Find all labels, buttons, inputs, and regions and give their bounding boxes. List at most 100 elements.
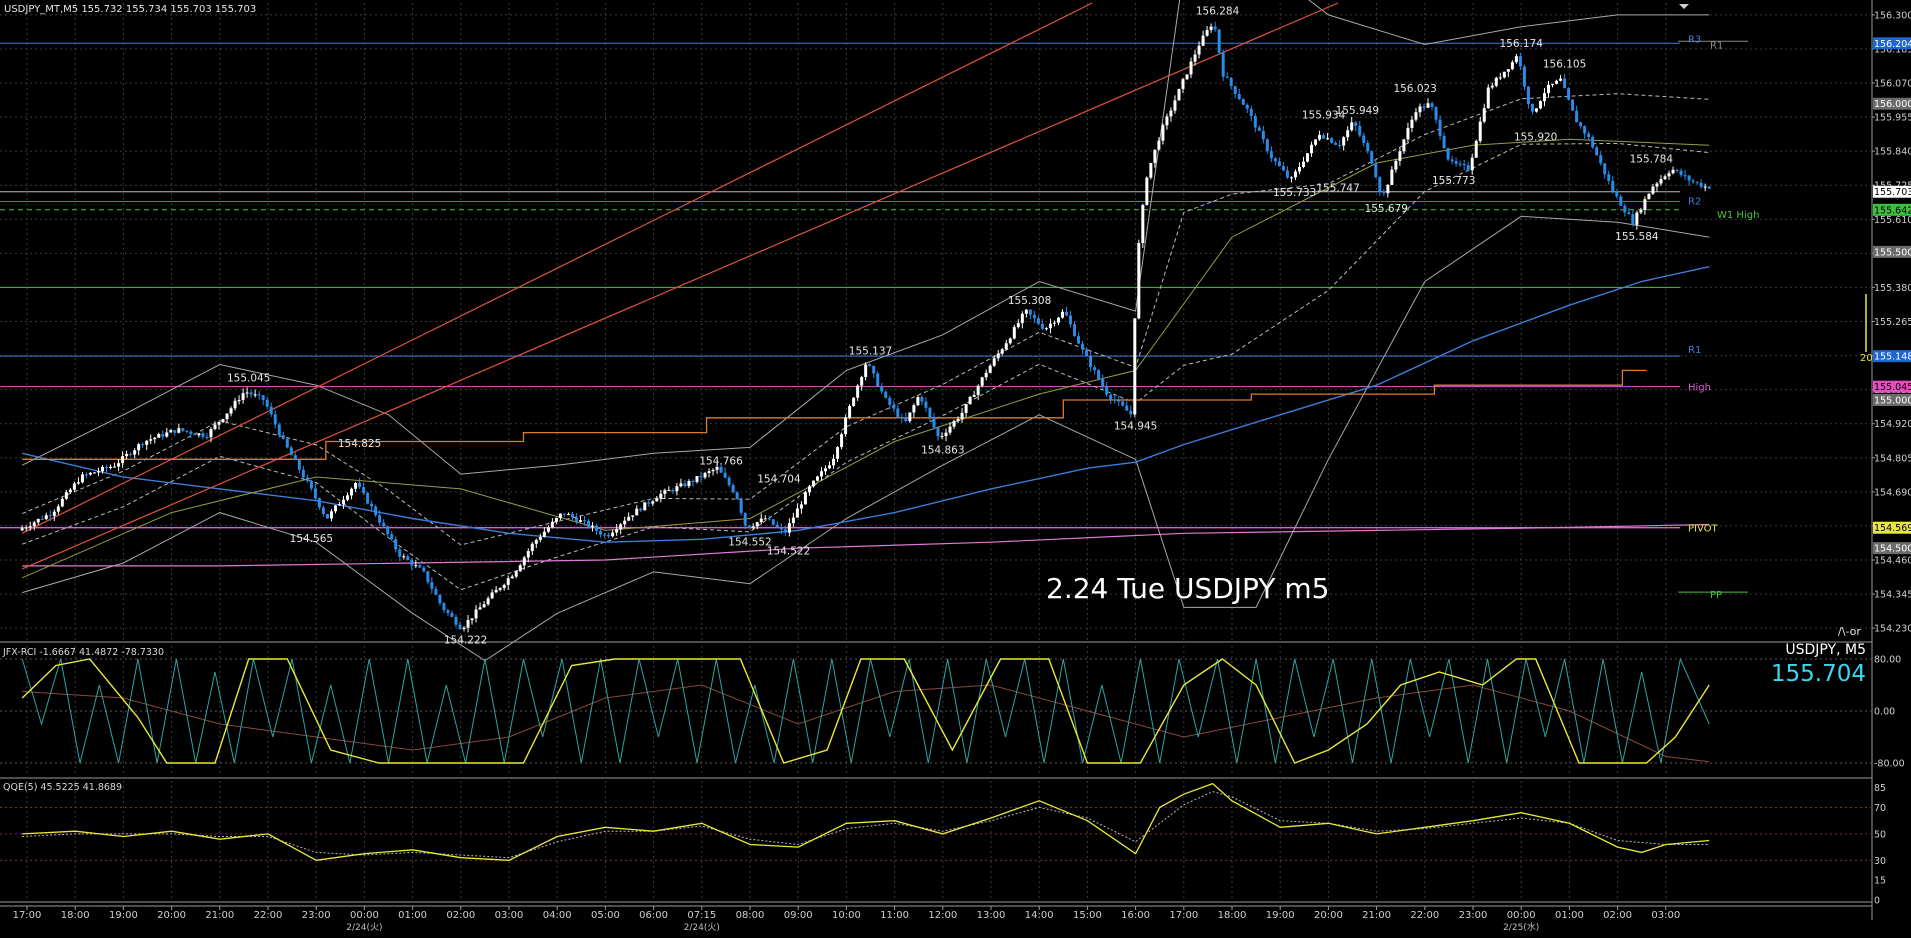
candle-body bbox=[1430, 103, 1434, 108]
price-annotation: 155.773 bbox=[1432, 175, 1475, 187]
candle-body bbox=[1551, 83, 1555, 85]
candle-body bbox=[1221, 52, 1225, 77]
channel-line bbox=[21, 2, 1339, 570]
rci-tick-label: 80.00 bbox=[1874, 655, 1901, 666]
candle-body bbox=[928, 407, 932, 418]
candle-body bbox=[1490, 85, 1494, 88]
candle-body bbox=[277, 424, 281, 436]
candle-body bbox=[1177, 88, 1181, 101]
candle-body bbox=[1113, 399, 1117, 401]
period-marker: 20 bbox=[1860, 353, 1873, 364]
candle-body bbox=[522, 557, 526, 566]
candle-body bbox=[1366, 142, 1370, 152]
candle-body bbox=[157, 434, 161, 438]
candle-body bbox=[185, 430, 189, 432]
candle-body bbox=[498, 588, 502, 590]
price-tick-label: 154.690 bbox=[1874, 487, 1911, 498]
qqe-signal-line bbox=[22, 791, 1710, 859]
candle-body bbox=[406, 556, 410, 561]
rci-tick-label: -80.00 bbox=[1874, 759, 1905, 770]
candle-body bbox=[414, 565, 418, 567]
candle-body bbox=[1599, 155, 1603, 164]
candle-body bbox=[1189, 61, 1193, 75]
candle-body bbox=[1438, 119, 1442, 136]
time-tick-label: 03:00 bbox=[495, 910, 524, 921]
candle-body bbox=[1056, 317, 1060, 323]
candle-body bbox=[988, 365, 992, 373]
candle-body bbox=[1032, 314, 1036, 319]
rci-tick-label: 0.00 bbox=[1874, 707, 1895, 718]
price-annotations: 155.045 154.825 154.565 154.222 154.766 154.7… bbox=[227, 6, 1673, 647]
scroll-triangle-icon[interactable] bbox=[1679, 4, 1689, 9]
candle-body bbox=[1615, 191, 1619, 197]
candle-body bbox=[948, 426, 952, 433]
pivot-level-labels: R3 R1 R2 W1 High R1 High PIVOT PP bbox=[1678, 34, 1759, 601]
candle-body bbox=[1125, 405, 1129, 411]
price-annotation: 156.023 bbox=[1393, 83, 1436, 95]
candle-body bbox=[868, 364, 872, 366]
candle-body bbox=[1579, 122, 1583, 127]
candle-body bbox=[1330, 138, 1334, 143]
candle-body bbox=[908, 412, 912, 422]
candle-body bbox=[1036, 318, 1040, 324]
candle-body bbox=[1173, 100, 1177, 111]
price-tick-label: 156.185 bbox=[1874, 44, 1911, 55]
candle-body bbox=[892, 404, 896, 409]
pivot-level-label: PP bbox=[1710, 590, 1722, 601]
candle-body bbox=[623, 520, 627, 525]
candle-body bbox=[197, 433, 201, 436]
candle-body bbox=[1048, 323, 1052, 329]
time-tick-label: 22:00 bbox=[1410, 910, 1439, 921]
price-tag bbox=[1873, 542, 1911, 555]
candle-body bbox=[390, 534, 394, 540]
candle-body bbox=[1659, 178, 1663, 184]
candle-body bbox=[1374, 163, 1378, 178]
candle-body bbox=[125, 454, 129, 457]
price-annotation: 155.137 bbox=[849, 345, 892, 357]
time-tick-label: 13:00 bbox=[977, 910, 1006, 921]
time-tick-label: 21:00 bbox=[205, 910, 234, 921]
candle-body bbox=[1141, 204, 1145, 244]
candle-body bbox=[446, 610, 450, 614]
time-tick-label: 14:00 bbox=[1025, 910, 1054, 921]
candle-body bbox=[149, 439, 153, 441]
candle-body bbox=[1201, 35, 1205, 46]
price-tick-label: 154.805 bbox=[1874, 453, 1911, 464]
candle-body bbox=[1269, 151, 1273, 159]
price-tick-label: 155.840 bbox=[1874, 147, 1911, 158]
price-annotation: 154.522 bbox=[767, 546, 810, 558]
time-tick-label: 12:00 bbox=[928, 910, 957, 921]
candle-body bbox=[546, 527, 550, 532]
candle-body bbox=[1595, 147, 1599, 156]
candle-body bbox=[872, 365, 876, 374]
candle-body bbox=[237, 400, 241, 402]
candle-body bbox=[1273, 158, 1277, 162]
candle-body bbox=[795, 508, 799, 518]
candle-body bbox=[828, 465, 832, 469]
daily-high-stair-line bbox=[22, 369, 1647, 460]
time-tick-label: 23:00 bbox=[1459, 910, 1488, 921]
candle-body bbox=[1028, 309, 1032, 315]
rci-auto-scroll-mark[interactable]: /\-or bbox=[1838, 625, 1861, 638]
candle-body bbox=[755, 522, 759, 527]
candle-body bbox=[346, 495, 350, 500]
price-annotation: 154.766 bbox=[699, 455, 743, 467]
candle-body bbox=[1466, 165, 1470, 171]
candle-body bbox=[815, 476, 819, 481]
price-tick-label: 155.610 bbox=[1874, 215, 1911, 226]
candle-body bbox=[836, 447, 840, 459]
price-tag-label: 154.500 bbox=[1874, 544, 1911, 555]
candle-body bbox=[1619, 196, 1623, 206]
candle-body bbox=[1277, 161, 1281, 167]
candle-body bbox=[1494, 77, 1498, 86]
candle-body bbox=[321, 507, 325, 514]
time-tick-label: 19:00 bbox=[109, 910, 138, 921]
candle-body bbox=[458, 624, 462, 630]
symbol-badge: USDJPY, M5 155.704 bbox=[1771, 642, 1866, 687]
price-tag-label: 155.148 bbox=[1874, 352, 1911, 363]
candle-body bbox=[1362, 135, 1366, 143]
candle-body bbox=[133, 450, 137, 455]
candle-body bbox=[1012, 327, 1016, 339]
